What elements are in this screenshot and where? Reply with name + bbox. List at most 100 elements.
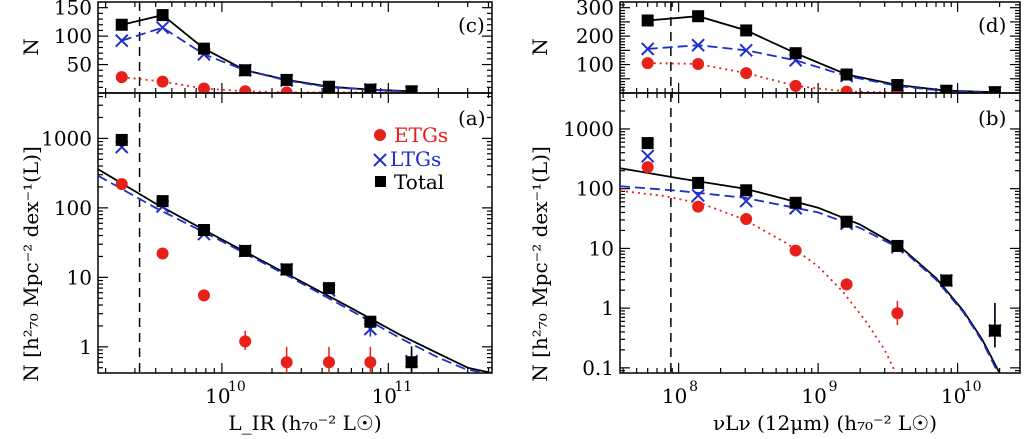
panel-b-point-ltgs <box>691 188 705 203</box>
panel-d-point-ltgs <box>640 42 655 56</box>
panel-a-point-etgs <box>239 335 252 348</box>
panel-c-point-total <box>364 83 377 93</box>
panel-c-point-total <box>115 18 128 31</box>
panel-c-point-total <box>156 9 169 22</box>
panel-a-point-total <box>322 282 335 295</box>
panel-d-point-total <box>692 10 705 23</box>
panel-c-point-total <box>239 64 252 77</box>
panel-a-xtick-label: 10 <box>372 384 397 408</box>
panel-c-point-total <box>322 80 335 93</box>
panel-d: 100 200 300 <box>576 0 1021 94</box>
panel-a-point-total <box>280 263 293 276</box>
panel-c-labels: (c) N <box>19 13 485 56</box>
panel-a-point-total <box>239 244 252 257</box>
panel-c-ytick-label: 100 <box>54 24 92 48</box>
panel-c-point-ltgs <box>155 20 170 35</box>
panel-c-point-ltgs <box>115 33 129 48</box>
panel-a-point-etgs <box>197 289 210 302</box>
panel-d-content <box>640 2 1002 93</box>
panel-c-content <box>115 2 419 93</box>
panel-d-point-etgs <box>789 79 802 92</box>
panel-b-ytick-label: 1000 <box>563 117 614 141</box>
panel-a-frame <box>97 92 493 374</box>
panel-d-point-total <box>988 86 1001 93</box>
legend-etg-label: ETGs <box>394 123 448 147</box>
panel-c-point-total <box>405 85 418 93</box>
panel-a-ytick-label: 1000 <box>41 126 92 150</box>
panel-b-xtick-label: 10 <box>801 384 826 408</box>
legend-etg-marker <box>374 129 386 141</box>
panel-c-ytick-label: 150 <box>54 0 92 20</box>
panel-b-xtick-label: 10 <box>662 384 687 408</box>
panel-d-point-etgs <box>692 57 705 70</box>
panel-a-point-total <box>156 195 169 208</box>
panel-b-content <box>620 93 1002 373</box>
panel-a-point-total <box>405 356 418 369</box>
panel-a-xlabel: L_IR (h₇₀⁻² L☉) <box>228 411 381 435</box>
panel-c-ytick-label: 50 <box>67 53 92 77</box>
panel-a-content <box>98 93 492 373</box>
panel-d-point-etgs <box>840 85 853 93</box>
legend-total-marker <box>375 176 386 187</box>
panel-b-ytick-label: 1 <box>601 296 614 320</box>
panel-b-label: (b) <box>978 106 1006 130</box>
panel-b-point-total <box>789 196 802 209</box>
panel-b-curve-ltgs-fit <box>620 185 999 373</box>
panel-a-ylabel: N [h²₇₀ Mpc⁻² dex⁻¹(L)] <box>19 146 43 382</box>
panel-b-point-total <box>740 184 753 197</box>
panel-d-ylabel: N <box>528 38 552 56</box>
panel-b-xlabel: νLν (12μm) (h₇₀⁻² L☉) <box>713 411 937 435</box>
legend-ltg-label: LTGs <box>390 147 441 171</box>
panel-a-point-total <box>364 315 377 328</box>
panel-b-ytick-label: 100 <box>576 177 614 201</box>
panel-a-xtick-label: 10 <box>205 384 230 408</box>
panel-b-point-ltgs <box>739 194 753 208</box>
panel-a-point-total <box>197 224 210 237</box>
panel-b-point-total <box>840 215 853 228</box>
panel-b-point-etgs <box>840 278 853 291</box>
panel-a-label: (a) <box>458 106 486 130</box>
panel-b-point-ltgs <box>640 149 655 163</box>
panel-b-labels: (b) N [h²₇₀ Mpc⁻² dex⁻¹(L)] νLν (12μm) (… <box>528 106 1006 435</box>
panel-b-xtick-exponent: 9 <box>829 379 838 395</box>
panel-d-point-total <box>740 24 753 37</box>
panel-c-curve-etgs <box>121 76 412 93</box>
panel-a-ytick-label: 100 <box>54 196 92 220</box>
panel-b-point-total <box>940 274 953 287</box>
panel-c-point-etgs <box>280 86 293 93</box>
legend-ltg-marker <box>373 153 387 167</box>
panel-a-point-etgs <box>115 178 128 191</box>
panel-c-ylabel: N <box>19 38 43 56</box>
panel-b-point-etgs <box>740 213 753 226</box>
panel-b-point-total <box>988 324 1001 337</box>
panel-d-point-total <box>891 79 904 92</box>
legend: ETGs LTGs Total <box>373 123 448 194</box>
panel-b-point-total <box>641 137 654 150</box>
legend-total-label: Total <box>394 170 444 194</box>
panel-d-point-total <box>940 84 953 93</box>
panel-b-curve-total-fit <box>620 167 1001 373</box>
panel-b-point-etgs <box>789 244 802 257</box>
panel-b-ytick-label: 0.1 <box>582 356 614 380</box>
panel-d-point-total <box>840 68 853 81</box>
panel-c-label: (c) <box>458 13 485 37</box>
panel-d-ytick-label: 100 <box>576 53 614 77</box>
panel-b-xtick-exponent: 10 <box>964 379 982 395</box>
panel-a-curve-ltgs-fit <box>98 174 485 373</box>
panel-b-xtick-exponent: 8 <box>689 379 698 395</box>
panel-d-labels: (d) N <box>528 13 1006 56</box>
panel-a-ytick-label: 1 <box>79 335 92 359</box>
panel-a-xtick-exponent: 10 <box>228 379 246 395</box>
panel-b-curve-etgs-fit <box>620 189 897 373</box>
panel-c-point-etgs <box>115 71 128 84</box>
panel-c-point-etgs <box>239 85 252 93</box>
panel-c-point-total <box>197 42 210 55</box>
panel-a-point-etgs <box>280 356 293 369</box>
panel-d-curve-total <box>647 15 995 93</box>
panel-c-point-total <box>280 73 293 86</box>
panel-a-xtick-exponent: 11 <box>394 379 412 395</box>
